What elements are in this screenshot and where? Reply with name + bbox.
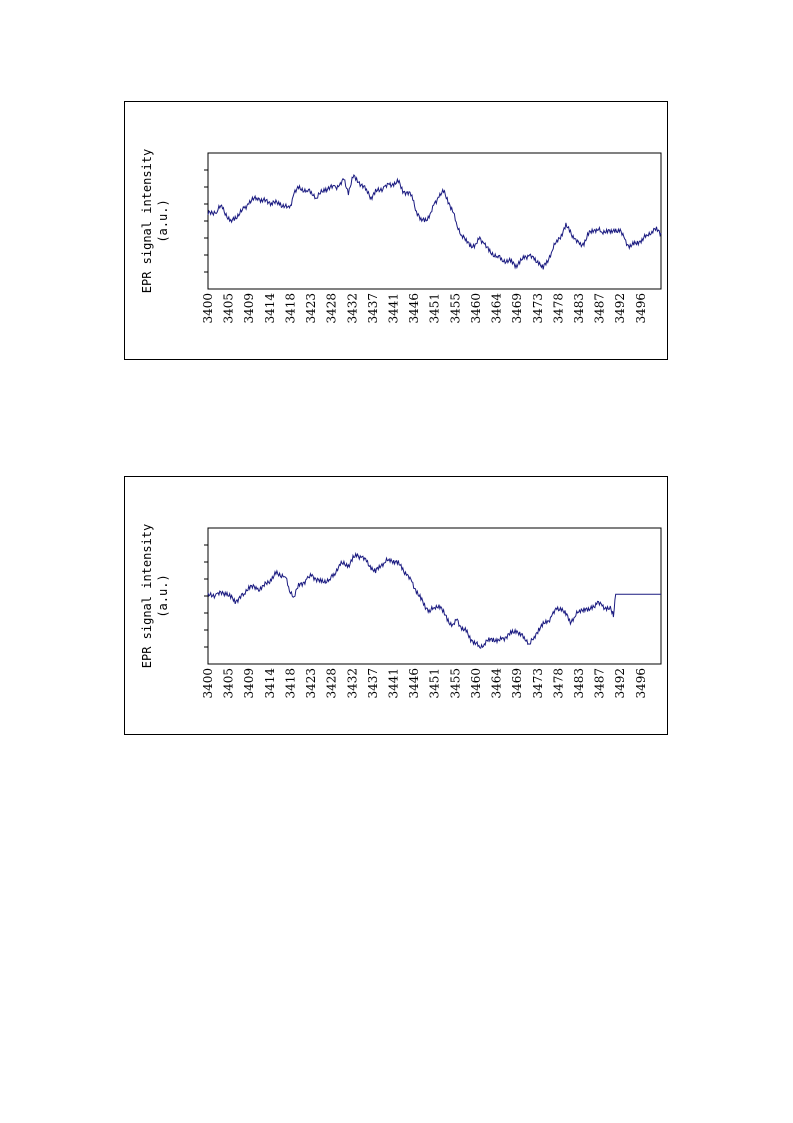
x-tick-label: 3487 <box>593 668 607 699</box>
x-tick-label: 3492 <box>613 668 627 699</box>
x-tick-label: 3446 <box>407 293 421 324</box>
x-tick-label: 3473 <box>531 668 545 699</box>
x-tick-label: 3437 <box>366 293 380 324</box>
x-tick-label: 3418 <box>283 293 297 324</box>
x-tick-label: 3432 <box>345 668 359 699</box>
x-tick-label: 3469 <box>510 293 524 324</box>
x-tick-label: 3487 <box>593 293 607 324</box>
x-tick-label: 3414 <box>263 293 277 324</box>
chart-2-svg: 3400 3405 3409 3414 3418 3423 3428 3432 3437 3441… <box>140 524 662 699</box>
x-tick-label: 3437 <box>366 668 380 699</box>
x-tick-label: 3496 <box>634 668 648 699</box>
x-tick-label: 3405 <box>222 668 236 699</box>
x-tick-label: 3473 <box>531 293 545 324</box>
x-tick-label: 3496 <box>634 293 648 324</box>
x-tick-label: 3483 <box>572 293 586 324</box>
chart-1-svg: 3400 3405 3409 3414 3418 3423 3428 3432 3437 3441… <box>140 149 662 324</box>
series-line <box>207 173 662 270</box>
x-tick-label: 3492 <box>613 293 627 324</box>
x-tick-label: 3460 <box>469 293 483 324</box>
x-tick-label: 3414 <box>263 668 277 699</box>
x-tick-label: 3451 <box>428 293 442 324</box>
x-tick-label: 3400 <box>201 668 215 699</box>
plot-area <box>207 527 662 665</box>
y-axis-unit: (a.u.) <box>156 199 170 242</box>
x-tick-label: 3418 <box>283 668 297 699</box>
x-tick-label: 3464 <box>490 293 504 324</box>
series-line <box>207 551 661 649</box>
y-axis-unit: (a.u.) <box>156 574 170 617</box>
chart-1: 3400 3405 3409 3414 3418 3423 3428 3432 3437 3441… <box>124 101 668 360</box>
y-axis-label: EPR signal intensity <box>140 524 154 669</box>
x-tick-label: 3423 <box>304 293 318 324</box>
x-tick-label: 3478 <box>551 293 565 324</box>
x-tick-label: 3409 <box>242 668 256 699</box>
x-tick-label: 3446 <box>407 668 421 699</box>
x-tick-label: 3464 <box>490 668 504 699</box>
plot-area <box>207 152 662 290</box>
x-tick-label: 3400 <box>201 293 215 324</box>
x-tick-label: 3441 <box>387 668 401 699</box>
chart-2: 3400 3405 3409 3414 3418 3423 3428 3432 3437 3441… <box>124 476 668 735</box>
x-tick-label: 3483 <box>572 668 586 699</box>
x-tick-label: 3460 <box>469 668 483 699</box>
x-tick-label: 3409 <box>242 293 256 324</box>
x-tick-label: 3478 <box>551 668 565 699</box>
x-tick-label: 3428 <box>325 668 339 699</box>
x-tick-label: 3432 <box>345 293 359 324</box>
x-tick-label: 3405 <box>222 293 236 324</box>
x-tick-label: 3455 <box>448 668 462 699</box>
x-tick-label: 3428 <box>325 293 339 324</box>
x-tick-label: 3441 <box>387 293 401 324</box>
x-tick-label: 3423 <box>304 668 318 699</box>
x-tick-label: 3451 <box>428 668 442 699</box>
x-tick-label: 3469 <box>510 668 524 699</box>
y-axis-label: EPR signal intensity <box>140 149 154 294</box>
x-tick-label: 3455 <box>448 293 462 324</box>
